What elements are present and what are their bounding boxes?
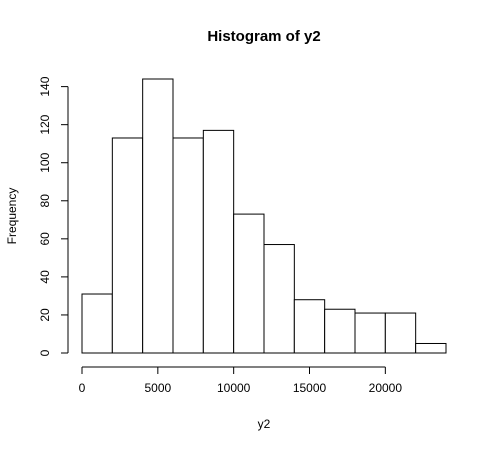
histogram-bar: [81, 293, 113, 354]
histogram-bar: [354, 312, 386, 354]
x-tick-label: 10000: [217, 381, 251, 395]
histogram-bar: [324, 308, 356, 354]
histogram-bar: [384, 312, 417, 354]
x-tick-label: 15000: [293, 381, 327, 395]
y-tick-label: 80: [38, 194, 52, 208]
histogram-bar: [263, 244, 295, 354]
histogram-bar: [111, 137, 144, 354]
histogram-bar: [202, 129, 235, 354]
x-axis-label: y2: [258, 417, 271, 431]
y-tick-label: 60: [38, 232, 52, 246]
bars-group: [81, 78, 447, 354]
chart-title: Histogram of y2: [207, 28, 320, 45]
y-tick-label: 40: [38, 270, 52, 284]
y-tick-label: 100: [38, 152, 52, 172]
x-axis: 0 5000 10000 15000 20000: [79, 366, 403, 395]
histogram-bar: [142, 78, 174, 354]
y-tick-label: 20: [38, 308, 52, 322]
y-tick-label: 0: [38, 349, 52, 356]
y-axis: 0 20 40 60 80 100 120 140: [38, 76, 69, 356]
x-tick-label: 0: [79, 381, 86, 395]
histogram-bar: [415, 342, 447, 354]
histogram-bar: [233, 213, 265, 354]
x-tick-label: 20000: [369, 381, 403, 395]
y-tick-label: 140: [38, 76, 52, 96]
histogram-bar: [172, 137, 204, 354]
histogram-bar: [293, 299, 326, 354]
x-tick-label: 5000: [144, 381, 171, 395]
y-axis-label: Frequency: [5, 188, 19, 245]
y-tick-label: 120: [38, 114, 52, 134]
